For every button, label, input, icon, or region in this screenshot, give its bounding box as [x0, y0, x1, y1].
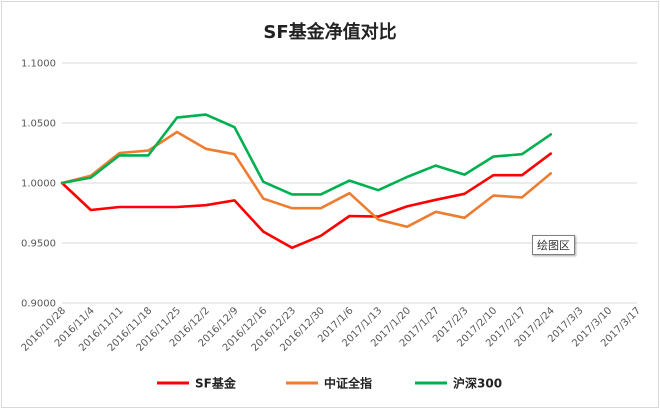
plot-area-tooltip: 绘图区: [532, 235, 575, 255]
y-tick-label: 0.9500: [21, 239, 56, 250]
legend-label: SF基金: [195, 376, 237, 391]
y-tick-label: 0.9000: [21, 299, 56, 310]
y-tick-label: 1.0500: [21, 119, 56, 130]
y-tick-label: 1.0000: [21, 179, 56, 190]
series-line: [60, 130, 553, 229]
chart-title: SF基金净值对比: [263, 22, 397, 43]
legend-label: 中证全指: [324, 376, 372, 391]
series-line: [60, 152, 553, 250]
series-line: [60, 113, 553, 196]
y-tick-label: 1.1000: [21, 59, 56, 70]
legend-label: 沪深300: [453, 376, 502, 391]
